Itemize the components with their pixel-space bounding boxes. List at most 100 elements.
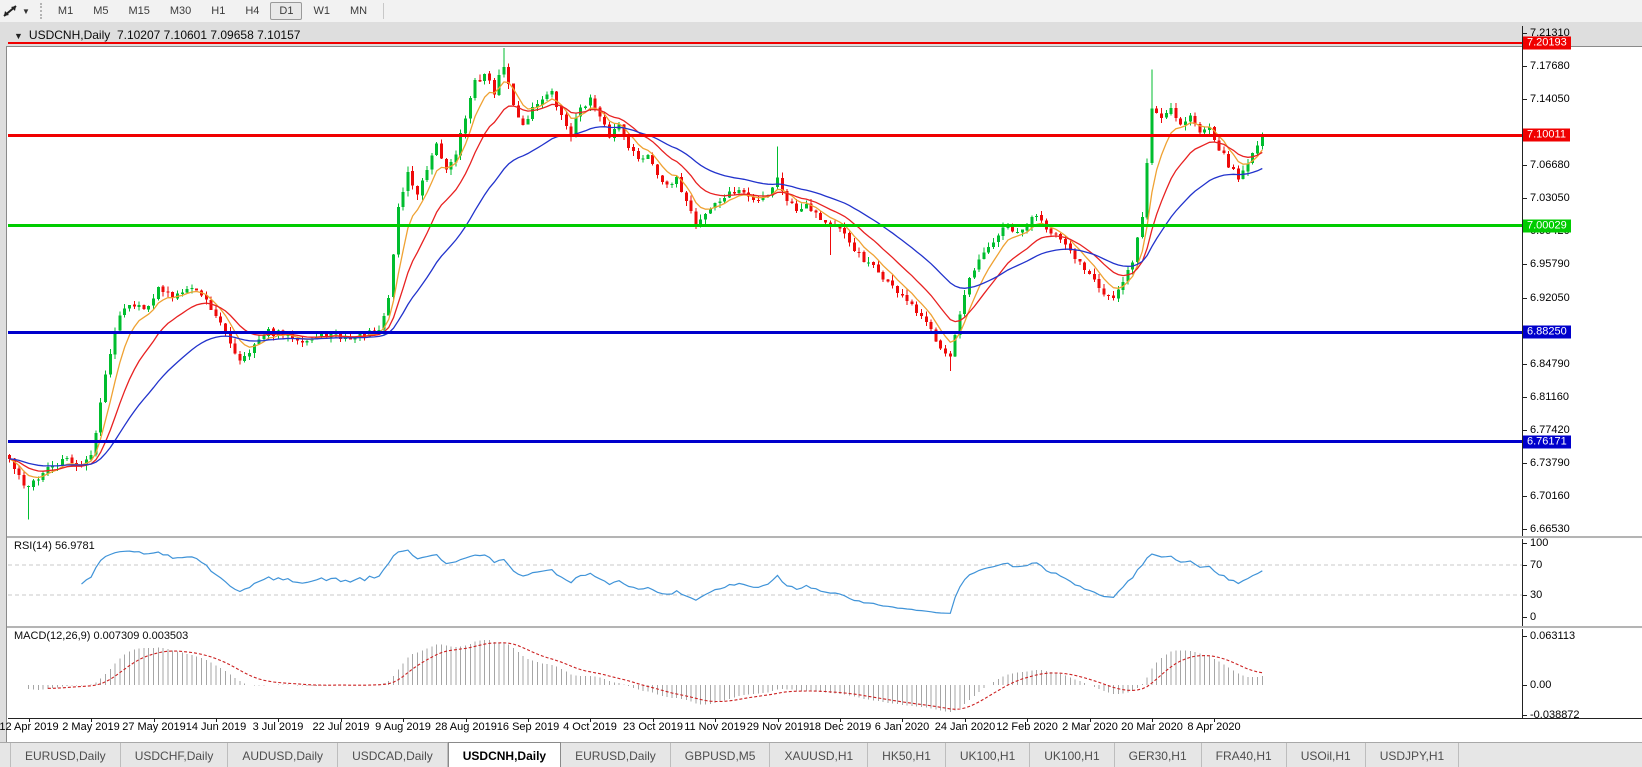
date-label: 4 Oct 2019 — [563, 721, 617, 733]
chart-tab-usdjpy-h1[interactable]: USDJPY,H1 — [1366, 743, 1460, 767]
timeframe-button-w1[interactable]: W1 — [313, 5, 330, 17]
chart-tab-uk100-h1[interactable]: UK100,H1 — [1030, 743, 1115, 767]
date-tick — [1214, 718, 1215, 722]
price-tick — [1522, 430, 1527, 431]
date-tick — [840, 718, 841, 722]
macd-tick — [1522, 715, 1527, 716]
chart-ohlc-values: 7.10207 7.10601 7.09658 7.10157 — [116, 28, 301, 42]
price-tick-label: 7.06680 — [1530, 159, 1570, 171]
rsi-tick-label: 0 — [1530, 611, 1537, 623]
main-price-chart[interactable] — [8, 26, 1522, 536]
date-tick — [29, 718, 30, 722]
panel-separator[interactable] — [7, 536, 1642, 539]
price-tick — [1522, 33, 1527, 34]
rsi-tick-label: 100 — [1530, 537, 1549, 549]
chart-tab-ger30-h1[interactable]: GER30,H1 — [1115, 743, 1202, 767]
date-label: 2 May 2019 — [62, 721, 120, 733]
price-tick — [1522, 165, 1527, 166]
macd-tick — [1522, 636, 1527, 637]
timeframe-button-m15[interactable]: M15 — [128, 5, 150, 17]
date-tick — [965, 718, 966, 722]
timeframe-button-m30[interactable]: M30 — [169, 5, 192, 17]
price-tick-label: 7.21310 — [1530, 27, 1570, 39]
chart-window[interactable] — [6, 46, 1642, 762]
timeframe-button-d1[interactable]: D1 — [270, 2, 303, 20]
rsi-tick-label: 30 — [1530, 589, 1543, 601]
chart-tab-usoil-h1[interactable]: USOil,H1 — [1287, 743, 1366, 767]
timeframe-button-m5[interactable]: M5 — [93, 5, 109, 17]
price-axis-line[interactable] — [1522, 26, 1523, 718]
price-tick — [1522, 463, 1527, 464]
chart-tab-bar: EURUSD,Daily USDCHF,Daily AUDUSD,Daily USDC… — [0, 742, 1642, 767]
chart-tab-usdchf-daily[interactable]: USDCHF,Daily — [121, 743, 229, 767]
price-tick-label: 6.77420 — [1530, 424, 1570, 436]
date-tick — [778, 718, 779, 722]
date-label: 9 Aug 2019 — [375, 721, 431, 733]
date-label: 27 May 2019 — [122, 721, 186, 733]
date-label: 29 Nov 2019 — [746, 721, 810, 733]
date-tick — [341, 718, 342, 722]
macd-tick-label: 0.00 — [1530, 679, 1552, 691]
chart-tab-fra40-h1[interactable]: FRA40,H1 — [1202, 743, 1287, 767]
collapse-chart-icon[interactable]: ▼ — [14, 31, 23, 41]
rsi-tick-label: 70 — [1530, 559, 1543, 571]
chart-tab-xauusd-h1[interactable]: XAUUSD,H1 — [770, 743, 869, 767]
date-label: 16 Sep 2019 — [496, 721, 560, 733]
date-tick — [278, 718, 279, 722]
price-tick — [1522, 66, 1527, 67]
date-label: 12 Feb 2020 — [996, 721, 1058, 733]
date-tick — [1090, 718, 1091, 722]
chart-symbol-label: USDCNH,Daily — [28, 28, 111, 42]
rsi-tick — [1522, 595, 1527, 596]
timeframe-button-mn[interactable]: MN — [349, 5, 368, 17]
date-tick — [1027, 718, 1028, 722]
macd-indicator-panel[interactable] — [8, 628, 1522, 717]
chart-tab-eurusd-daily[interactable]: EURUSD,Daily — [561, 743, 671, 767]
chart-tab-uk100-h1[interactable]: UK100,H1 — [946, 743, 1031, 767]
timeframe-toolbar: ▼ M1 M5 M15 M30 H1 H4 D1 W1 MN — [0, 0, 1642, 23]
rsi-tick — [1522, 565, 1527, 566]
date-label: 14 Jun 2019 — [185, 721, 247, 733]
date-label: 6 Jan 2020 — [874, 721, 930, 733]
date-tick — [1152, 718, 1153, 722]
price-tick-label: 6.92050 — [1530, 292, 1570, 304]
macd-label: MACD(12,26,9) 0.007309 0.003503 — [14, 630, 189, 642]
chart-tab-hk50-h1[interactable]: HK50,H1 — [868, 743, 946, 767]
price-tick-label: 6.95790 — [1530, 258, 1570, 270]
date-label: 11 Nov 2019 — [684, 721, 746, 733]
chart-tab-gbpusd-m5[interactable]: GBPUSD,M5 — [671, 743, 771, 767]
price-tick-label: 7.03050 — [1530, 192, 1570, 204]
date-tick — [466, 718, 467, 722]
timeframe-button-m1[interactable]: M1 — [57, 5, 74, 17]
date-tick — [91, 718, 92, 722]
date-label: 18 Dec 2019 — [808, 721, 872, 733]
panel-separator[interactable] — [7, 626, 1642, 629]
timeframe-button-h4[interactable]: H4 — [245, 5, 260, 17]
trendline-tool-icon[interactable] — [2, 3, 20, 19]
timeframe-button-h1[interactable]: H1 — [211, 5, 226, 17]
time-axis-line[interactable] — [8, 718, 1642, 719]
chart-tab-audusd-daily[interactable]: AUDUSD,Daily — [228, 743, 339, 767]
date-label: 8 Apr 2020 — [1187, 721, 1241, 733]
rsi-indicator-panel[interactable] — [8, 538, 1522, 626]
tool-dropdown-icon[interactable]: ▼ — [22, 6, 30, 16]
date-tick — [715, 718, 716, 722]
date-label: 3 Jul 2019 — [252, 721, 304, 733]
chart-title: ▼ USDCNH,Daily 7.10207 7.10601 7.09658 7.… — [14, 28, 300, 42]
date-label: 28 Aug 2019 — [435, 721, 497, 733]
price-tick — [1522, 99, 1527, 100]
toolbar-separator — [383, 3, 385, 19]
date-tick — [154, 718, 155, 722]
level-price-label: 6.76171 — [1523, 435, 1571, 449]
date-tick — [216, 718, 217, 722]
chart-tab-eurusd-daily[interactable]: EURUSD,Daily — [11, 743, 121, 767]
date-label: 23 Oct 2019 — [623, 721, 683, 733]
chart-tab-usdcnh-daily[interactable]: USDCNH,Daily — [447, 742, 562, 767]
price-tick-label: 6.73790 — [1530, 457, 1570, 469]
tab-strip-stub — [0, 743, 11, 767]
rsi-tick — [1522, 543, 1527, 544]
price-tick — [1522, 496, 1527, 497]
chart-tab-usdcad-daily[interactable]: USDCAD,Daily — [338, 743, 448, 767]
date-label: 2 Mar 2020 — [1062, 721, 1118, 733]
